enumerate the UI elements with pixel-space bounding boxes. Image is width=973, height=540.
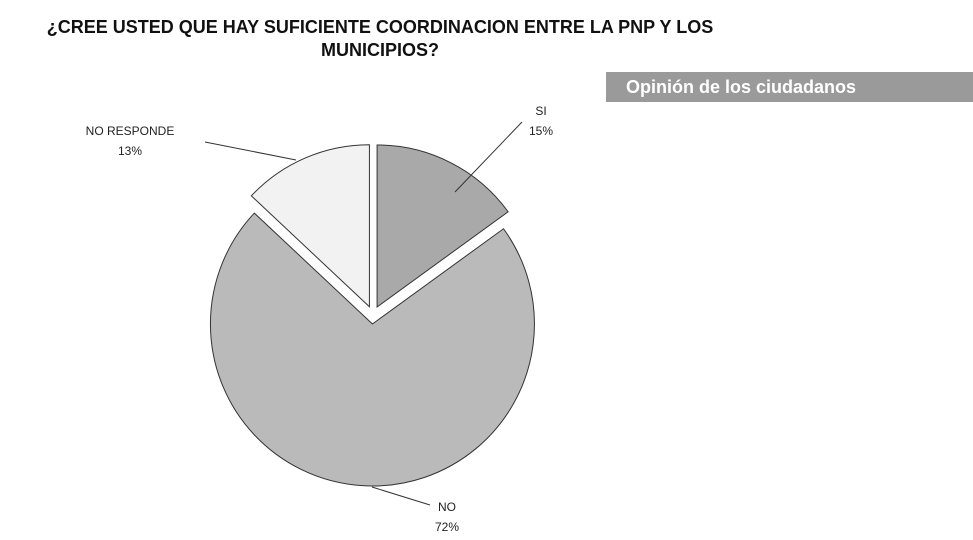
slice-label: NO RESPONDE xyxy=(86,124,175,138)
pie-slice xyxy=(376,144,509,308)
slice-value-label: 15% xyxy=(529,124,553,138)
chart-title: ¿CREE USTED QUE HAY SUFICIENTE COORDINAC… xyxy=(46,17,714,60)
pie-slice xyxy=(250,144,370,308)
slice-value-label: 13% xyxy=(118,144,142,158)
slice-value-label: 72% xyxy=(435,520,459,534)
leader-line xyxy=(454,121,523,193)
slice-label: NO xyxy=(438,500,456,514)
annotation-badge: Opinión de los ciudadanos xyxy=(606,72,973,102)
slice-label: SI xyxy=(535,104,546,118)
pie-slice xyxy=(209,212,535,487)
leader-line xyxy=(371,486,431,506)
leader-line xyxy=(204,141,297,161)
